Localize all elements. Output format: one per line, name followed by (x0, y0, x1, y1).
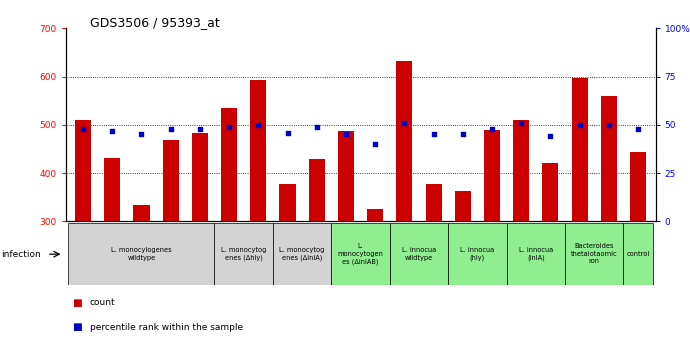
Point (340, 132, 351, 137)
Bar (455, 192, 471, 221)
Bar (506, 223, 565, 285)
Bar (68, 223, 215, 285)
Point (107, 128, 118, 133)
Bar (571, 78, 588, 221)
Bar (448, 223, 506, 285)
Bar (623, 223, 653, 285)
Bar (75, 120, 91, 221)
Text: control: control (627, 251, 649, 257)
Point (515, 120, 526, 126)
Point (136, 132, 147, 137)
Bar (221, 108, 237, 221)
Text: GDS3506 / 95393_at: GDS3506 / 95393_at (90, 16, 219, 29)
Bar (163, 140, 179, 221)
Text: percentile rank within the sample: percentile rank within the sample (90, 323, 243, 332)
Text: ■: ■ (72, 298, 82, 308)
Bar (338, 131, 354, 221)
Point (311, 124, 322, 130)
Bar (367, 209, 383, 221)
Bar (308, 159, 325, 221)
Text: Bacteroides
thetaiotaomic
ron: Bacteroides thetaiotaomic ron (571, 244, 618, 264)
Text: L. monocytog
enes (Δhly): L. monocytog enes (Δhly) (221, 247, 266, 261)
Point (224, 124, 235, 130)
Bar (390, 223, 448, 285)
Text: infection: infection (1, 250, 41, 259)
Text: L. innocua
(inlA): L. innocua (inlA) (519, 247, 553, 261)
Point (633, 126, 644, 131)
Bar (513, 120, 529, 221)
Bar (565, 223, 623, 285)
Point (574, 122, 585, 128)
Bar (601, 96, 617, 221)
Point (486, 126, 497, 131)
Bar (484, 130, 500, 221)
Text: L. innocua
wildtype: L. innocua wildtype (402, 247, 436, 261)
Text: count: count (90, 298, 115, 307)
Bar (215, 223, 273, 285)
Bar (104, 158, 120, 221)
Point (457, 132, 469, 137)
Point (545, 133, 556, 139)
Point (77, 126, 88, 131)
Bar (192, 133, 208, 221)
Point (165, 126, 176, 131)
Text: L. innocua
(hly): L. innocua (hly) (460, 247, 495, 261)
Bar (331, 223, 390, 285)
Point (428, 132, 439, 137)
Point (282, 130, 293, 135)
Bar (426, 184, 442, 221)
Bar (630, 152, 646, 221)
Text: ■: ■ (72, 322, 82, 332)
Bar (279, 184, 295, 221)
Bar (273, 223, 331, 285)
Text: L. monocylogenes
wildtype: L. monocylogenes wildtype (111, 247, 172, 261)
Bar (396, 61, 413, 221)
Point (603, 122, 614, 128)
Text: L. monocytog
enes (ΔinlA): L. monocytog enes (ΔinlA) (279, 247, 325, 261)
Point (370, 141, 381, 147)
Bar (250, 80, 266, 221)
Bar (133, 205, 150, 221)
Bar (542, 164, 558, 221)
Point (399, 120, 410, 126)
Point (253, 122, 264, 128)
Text: L.
monocytogen
es (ΔinlAB): L. monocytogen es (ΔinlAB) (337, 243, 384, 265)
Point (195, 126, 206, 131)
